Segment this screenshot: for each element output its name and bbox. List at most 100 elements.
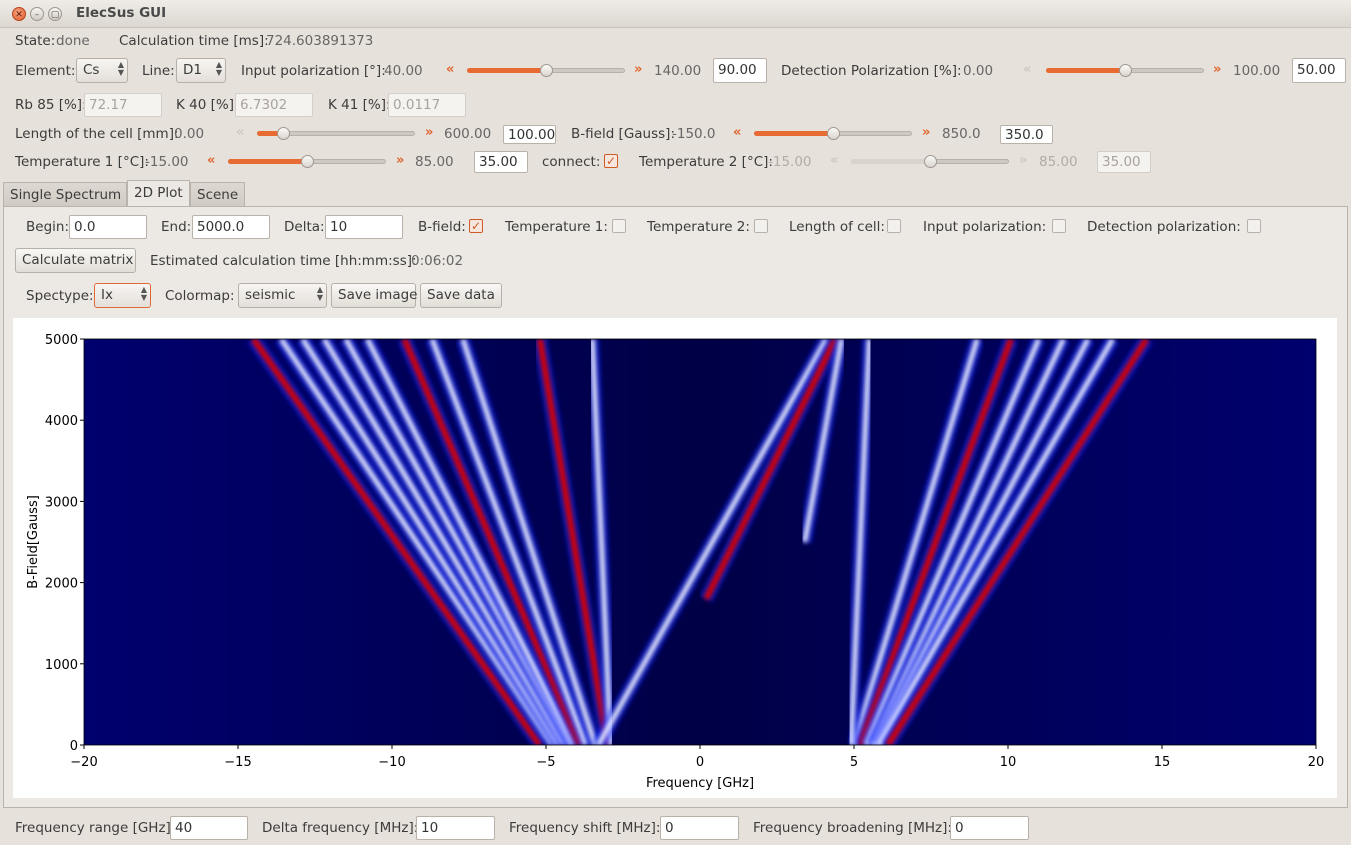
temp2-label: Temperature 2 [°C]: xyxy=(639,154,773,170)
det-pol-axis-checkbox[interactable] xyxy=(1247,219,1261,233)
temp2-axis-label: Temperature 2: xyxy=(647,219,750,235)
colormap-label: Colormap: xyxy=(165,288,235,304)
trace-line xyxy=(322,339,567,745)
bfield-axis-checkbox[interactable]: ✓ xyxy=(469,219,483,233)
spectype-label: Spectype: xyxy=(26,288,94,304)
state-label: State: xyxy=(15,33,56,49)
x-tick-label: 0 xyxy=(696,755,704,770)
trace-line xyxy=(429,339,589,745)
calc-time-value: 724.603891373 xyxy=(266,33,374,49)
spectype-select[interactable]: Ix ▲ ▼ xyxy=(94,283,151,308)
freq-broad-field[interactable]: 0 xyxy=(950,816,1029,840)
state-value: done xyxy=(56,33,90,49)
increase-chevron-icon[interactable]: » xyxy=(396,153,405,168)
decrease-chevron-icon[interactable]: « xyxy=(733,125,742,140)
x-tick-label: −15 xyxy=(224,755,251,770)
temp2-axis-checkbox[interactable] xyxy=(754,219,768,233)
x-tick-label: 5 xyxy=(850,755,858,770)
decrease-chevron-icon[interactable]: « xyxy=(1023,62,1032,77)
input-pol-axis-checkbox[interactable] xyxy=(1052,219,1066,233)
tab-single-spectrum[interactable]: Single Spectrum xyxy=(3,182,127,207)
slider-handle[interactable] xyxy=(1119,64,1132,77)
x-tick-label: 20 xyxy=(1308,755,1325,770)
spectype-select-value: Ix xyxy=(101,287,113,303)
temp1-min: -15.00 xyxy=(145,154,189,170)
colormap-select[interactable]: seismic ▲ ▼ xyxy=(238,283,327,308)
delta-freq-field[interactable]: 10 xyxy=(416,816,495,840)
decrease-chevron-icon[interactable]: « xyxy=(236,125,245,140)
slider-handle[interactable] xyxy=(540,64,553,77)
slider-fill xyxy=(1046,68,1125,73)
line-select[interactable]: D1 ▲ ▼ xyxy=(176,58,226,83)
y-tick-label: 4000 xyxy=(45,414,78,429)
begin-field[interactable]: 0.0 xyxy=(69,215,147,239)
begin-label: Begin: xyxy=(26,219,69,235)
increase-chevron-icon[interactable]: » xyxy=(922,125,931,140)
connect-checkbox[interactable]: ✓ xyxy=(604,154,618,168)
decrease-chevron-icon[interactable]: « xyxy=(446,62,455,77)
slider-handle[interactable] xyxy=(827,127,840,140)
spin-arrows-icon: ▲ ▼ xyxy=(316,285,323,302)
calculate-matrix-button[interactable]: Calculate matrix xyxy=(15,248,136,273)
minimize-window-button[interactable]: – xyxy=(30,7,44,21)
save-data-button[interactable]: Save data xyxy=(420,283,502,308)
k40-label: K 40 [%]: xyxy=(176,97,239,113)
det-pol-max: 100.00 xyxy=(1233,63,1281,79)
trace-line xyxy=(885,339,1150,745)
tab-scene[interactable]: Scene xyxy=(190,182,245,207)
delta-label: Delta: xyxy=(284,219,325,235)
temp1-axis-checkbox[interactable] xyxy=(612,219,626,233)
length-field[interactable]: 100.00 xyxy=(503,125,556,144)
y-tick-label: 0 xyxy=(70,739,78,754)
slider-handle[interactable] xyxy=(301,155,314,168)
bfield-axis-label: B-field: xyxy=(418,219,466,235)
est-time-label: Estimated calculation time [hh:mm:ss]: xyxy=(150,253,417,269)
det-pol-slider[interactable] xyxy=(1046,64,1204,77)
y-tick-label: 5000 xyxy=(45,333,78,348)
trace-line xyxy=(864,339,1042,745)
input-pol-min: 40.00 xyxy=(384,63,423,79)
tab-2d-plot[interactable]: 2D Plot xyxy=(127,180,190,207)
end-label: End: xyxy=(161,219,192,235)
slider-handle[interactable] xyxy=(277,127,290,140)
bfield-min: -150.0 xyxy=(672,126,716,142)
det-pol-field[interactable]: 50.00 xyxy=(1292,58,1346,83)
decrease-chevron-icon[interactable]: « xyxy=(207,153,216,168)
element-select[interactable]: Cs ▲ ▼ xyxy=(76,58,128,83)
increase-chevron-icon[interactable]: » xyxy=(425,125,434,140)
end-field[interactable]: 5000.0 xyxy=(192,215,270,239)
calc-time-label: Calculation time [ms]: xyxy=(119,33,269,49)
x-tick-label: −5 xyxy=(536,755,555,770)
bfield-field[interactable]: 350.0 xyxy=(1000,125,1053,144)
length-axis-checkbox[interactable] xyxy=(887,219,901,233)
freq-shift-field[interactable]: 0 xyxy=(660,816,739,840)
maximize-window-button[interactable]: ▢ xyxy=(48,7,62,21)
temp1-slider[interactable] xyxy=(228,155,386,168)
length-slider[interactable] xyxy=(257,127,415,140)
line-label: Line: xyxy=(142,63,175,79)
freq-range-field[interactable]: 40 xyxy=(170,816,248,840)
y-tick-label: 3000 xyxy=(45,495,78,510)
slider-handle[interactable] xyxy=(924,155,937,168)
delta-freq-label: Delta frequency [MHz]: xyxy=(262,820,419,836)
trace-line xyxy=(703,339,839,601)
est-time-value: 0:06:02 xyxy=(411,253,464,269)
y-tick-label: 2000 xyxy=(45,577,78,592)
increase-chevron-icon[interactable]: » xyxy=(634,62,643,77)
bfield-slider[interactable] xyxy=(754,127,912,140)
temp2-field: 35.00 xyxy=(1097,151,1151,173)
save-image-button[interactable]: Save image xyxy=(331,283,417,308)
spin-arrows-icon: ▲ ▼ xyxy=(117,60,124,77)
trace-line xyxy=(802,339,845,543)
input-pol-slider[interactable] xyxy=(467,64,625,77)
trace-line xyxy=(536,339,611,745)
x-tick-label: −10 xyxy=(378,755,405,770)
input-pol-field[interactable]: 90.00 xyxy=(713,58,767,83)
element-select-value: Cs xyxy=(83,62,100,78)
temp1-field[interactable]: 35.00 xyxy=(474,151,528,173)
delta-field[interactable]: 10 xyxy=(325,215,403,239)
x-tick-label: 10 xyxy=(1000,755,1017,770)
heatmap-background xyxy=(84,339,1316,745)
close-window-button[interactable]: ✕ xyxy=(12,7,26,21)
increase-chevron-icon[interactable]: » xyxy=(1213,62,1222,77)
